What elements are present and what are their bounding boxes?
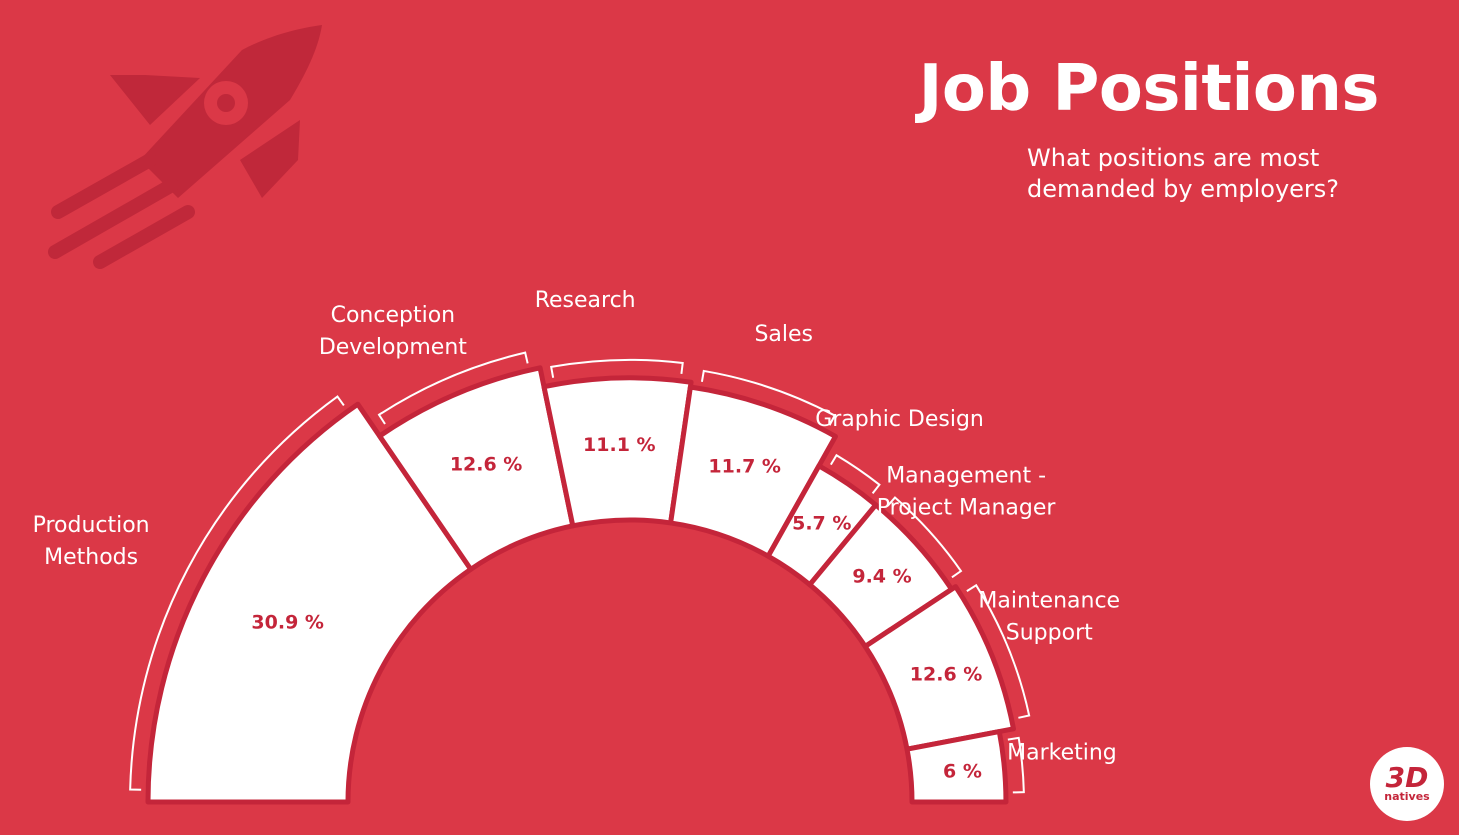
value-label-sales: 11.7 % — [708, 455, 781, 477]
category-label-research: Research — [535, 288, 636, 313]
bracket-management-project-manager — [886, 496, 963, 579]
page-subtitle: What positions are most demanded by empl… — [1027, 144, 1340, 203]
category-label-sales: Sales — [754, 322, 813, 347]
rocket-icon — [48, 25, 322, 269]
value-label-research: 11.1 % — [583, 434, 656, 456]
value-label-conception-development: 12.6 % — [450, 454, 523, 476]
category-label-marketing: Marketing — [1007, 741, 1117, 766]
bracket-sales — [700, 369, 837, 426]
segment-sales — [668, 384, 838, 559]
bracket-marketing — [1007, 736, 1025, 794]
segment-conception-development — [377, 365, 576, 572]
bracket-maintenance-support — [966, 583, 1031, 719]
value-label-graphic-design: 5.7 % — [792, 513, 851, 535]
logo-sub-text: natives — [1384, 790, 1430, 803]
bracket-conception-development — [377, 351, 529, 425]
bracket-research — [550, 358, 684, 378]
category-label-graphic-design: Graphic Design — [815, 407, 984, 432]
category-label-conception-development: Conception Development — [319, 303, 467, 360]
chart-brackets — [129, 351, 1031, 794]
category-label-management-project-manager: Management -Project Manager — [877, 463, 1057, 520]
chart-segments — [145, 365, 1016, 805]
value-label-marketing: 6 % — [943, 761, 982, 783]
chart-category-labels: Production Methods Conception Development Re… — [33, 288, 1121, 766]
segment-marketing — [904, 729, 1009, 805]
chart-value-labels: 30.9 % 12.6 % 11.1 % 11.7 % 5.7 % 9.4 % 12.6 %… — [251, 434, 982, 782]
value-label-production-methods: 30.9 % — [251, 611, 324, 633]
page-title: Job Positions — [918, 52, 1380, 126]
brand-logo: 3D natives — [1370, 747, 1444, 821]
value-label-maintenance-support: 12.6 % — [910, 663, 983, 685]
bracket-production-methods — [129, 395, 345, 791]
logo-main-text: 3D — [1385, 761, 1429, 794]
category-label-maintenance-support: Maintenance Support — [978, 588, 1120, 645]
value-label-management-project-manager: 9.4 % — [852, 566, 911, 588]
segment-production-methods — [145, 401, 474, 805]
bracket-graphic-design — [830, 453, 881, 494]
segment-maintenance-support — [862, 584, 1016, 752]
category-label-production-methods: Production Methods — [33, 513, 150, 570]
